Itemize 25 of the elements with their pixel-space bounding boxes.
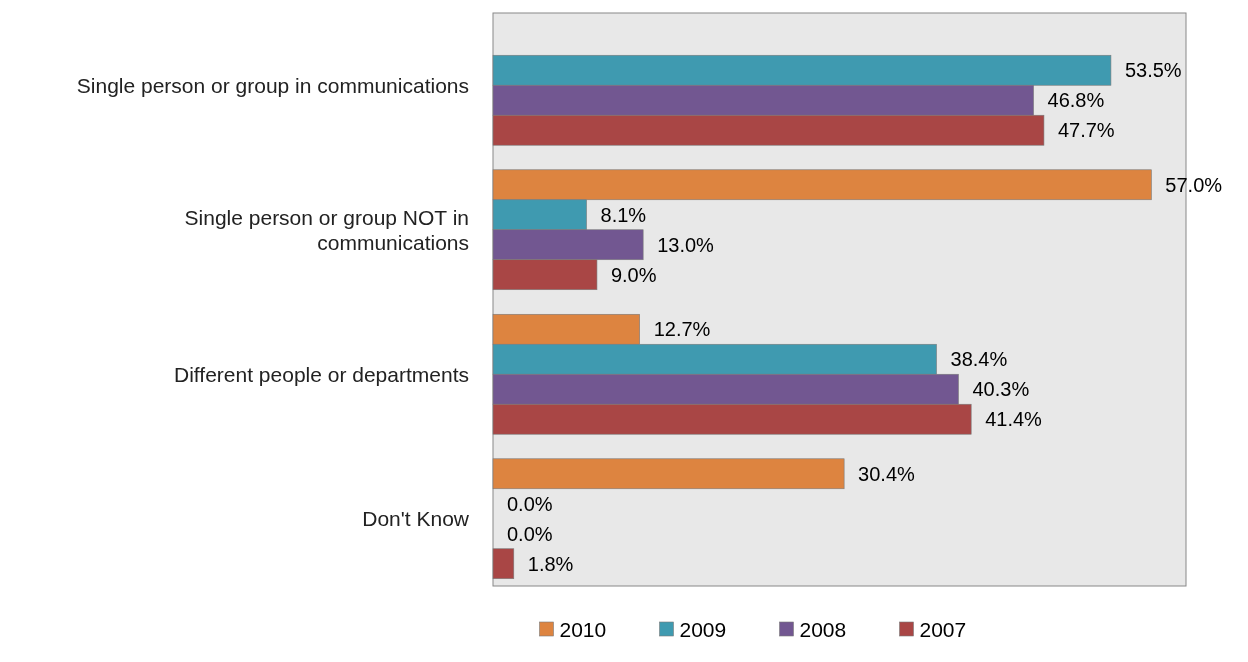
data-label: 30.4% (858, 462, 916, 485)
legend-label: 2010 (559, 618, 607, 642)
data-label: 57.0% (1165, 173, 1223, 196)
data-label: 13.0% (657, 233, 715, 256)
data-label: 40.3% (972, 378, 1030, 401)
data-label: 9.0% (610, 263, 657, 286)
bar (492, 458, 845, 490)
data-label: 8.1% (600, 203, 647, 226)
data-label: 1.8% (527, 552, 574, 575)
y-tick-label: Don't Know (362, 507, 470, 531)
data-label: 46.8% (1047, 89, 1105, 112)
legend-label: 2008 (799, 618, 847, 642)
data-label: 0.0% (507, 522, 553, 545)
data-label: 53.5% (1124, 59, 1182, 82)
data-label: 38.4% (950, 348, 1008, 371)
data-label: 0.0% (507, 492, 553, 515)
y-tick-label: Different people or departments (174, 362, 469, 386)
data-label: 47.7% (1057, 119, 1115, 142)
y-tick-label: Single person or group in communications (76, 73, 469, 97)
bar (492, 548, 515, 580)
legend-label: 2007 (919, 618, 967, 642)
data-label: 12.7% (653, 318, 711, 341)
legend-label: 2009 (679, 618, 727, 642)
y-tick-label: Single person or group NOT in communications (184, 205, 469, 254)
data-label: 41.4% (985, 408, 1043, 431)
